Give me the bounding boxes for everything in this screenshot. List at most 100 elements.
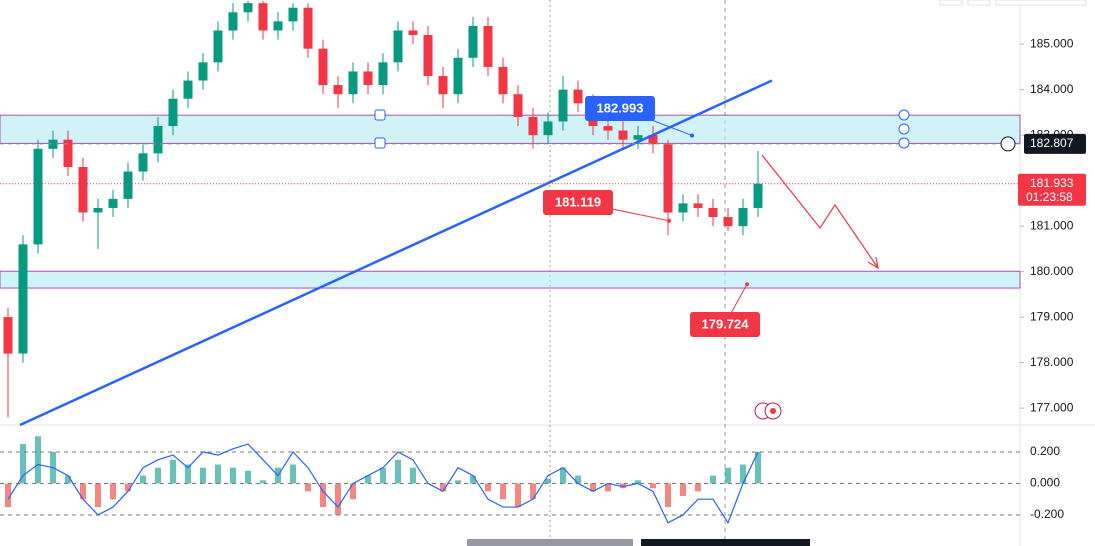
candle-body (618, 130, 628, 140)
zone-handle (374, 137, 386, 149)
candle-body (273, 21, 283, 31)
histogram-bar (5, 483, 11, 508)
candle-body (78, 166, 88, 213)
label-anchor (690, 133, 694, 138)
histogram-bar (65, 475, 71, 484)
histogram-bar (590, 483, 596, 492)
histogram-bar (680, 483, 686, 497)
candle-body (243, 3, 253, 13)
histogram-bar (455, 480, 461, 484)
candle-body (153, 126, 163, 154)
candle-body (393, 30, 403, 63)
price-label: 181.119 (555, 194, 601, 209)
candle-body (543, 121, 553, 136)
candle-body (723, 217, 733, 227)
candle-body (483, 25, 493, 67)
histogram-bar (260, 480, 266, 484)
price-label-box (690, 312, 760, 337)
candle-body (708, 207, 718, 218)
histogram-bar (125, 483, 131, 492)
candle-body (423, 35, 433, 76)
histogram-bar (365, 475, 371, 484)
label-anchor (667, 218, 671, 223)
histogram-bar (320, 483, 326, 508)
bottom-bar (467, 539, 633, 546)
crosshair-label: 182.807 (1030, 136, 1074, 150)
histogram-bar (470, 475, 476, 484)
histogram-bar (665, 483, 671, 508)
candle-body (573, 89, 583, 104)
candle-body (453, 57, 463, 95)
toolbar-button[interactable] (939, 0, 963, 6)
zone (0, 114, 1021, 144)
candle-body (3, 317, 13, 354)
candle-body (213, 30, 223, 63)
y-tick-label: 184.000 (1030, 82, 1074, 96)
y-tick-label: 0.000 (1030, 476, 1060, 490)
candle-body (603, 126, 613, 131)
zone-handle (898, 123, 910, 135)
histogram-bar (545, 478, 551, 484)
toolbar-button[interactable] (967, 0, 991, 6)
histogram-bar (200, 467, 206, 484)
candle-body (648, 135, 658, 145)
price-label-box (585, 96, 655, 121)
candle-body (438, 75, 448, 95)
projection-arrow (761, 154, 879, 269)
last-price-label: 181.933 (1030, 176, 1074, 190)
trend-line (19, 79, 773, 427)
add-button[interactable] (1000, 136, 1016, 152)
candle-body (18, 244, 28, 354)
y-tick-label: 179.000 (1030, 309, 1074, 323)
zone-handle (898, 137, 910, 149)
candle-body (33, 148, 43, 245)
histogram-bar (290, 464, 296, 484)
y-tick-label: 181.000 (1030, 218, 1074, 232)
toolbar-button[interactable] (995, 0, 1087, 6)
histogram-bar (500, 483, 506, 500)
histogram-bar (110, 483, 116, 500)
candle-body (498, 66, 508, 95)
oscillator-line (7, 443, 759, 525)
candle-body (468, 25, 478, 58)
candle-body (303, 7, 313, 49)
histogram-bar (620, 483, 626, 489)
candle-body (108, 198, 118, 208)
histogram-bar (710, 475, 716, 484)
histogram-bar (20, 444, 26, 484)
candle-body (138, 153, 148, 172)
histogram-bar (740, 464, 746, 484)
y-tick-label: 178.000 (1030, 355, 1074, 369)
candle-body (753, 183, 763, 208)
histogram-bar (95, 483, 101, 508)
y-tick-label: 0.200 (1030, 444, 1060, 458)
price-label-box (543, 190, 613, 215)
histogram-bar (380, 467, 386, 484)
histogram-bar (350, 483, 356, 500)
candle-body (168, 98, 178, 127)
y-tick-label: 177.000 (1030, 400, 1074, 414)
histogram-bar (485, 483, 491, 492)
histogram-bar (410, 467, 416, 484)
candle-body (348, 71, 358, 95)
candle-body (693, 203, 703, 208)
histogram-bar (80, 483, 86, 500)
candle-body (318, 48, 328, 86)
histogram-bar (140, 475, 146, 484)
price-label: 182.993 (597, 100, 644, 115)
histogram-bar (170, 459, 176, 484)
candle-body (63, 139, 73, 167)
zone (0, 270, 1021, 289)
histogram-bar (245, 470, 251, 484)
candle-body (183, 80, 193, 99)
y-tick-label: 180.000 (1030, 264, 1074, 278)
histogram-bar (440, 483, 446, 492)
candle-body (678, 203, 688, 213)
histogram-bar (335, 483, 341, 515)
last-price-box (1018, 173, 1086, 206)
zone-handle (898, 109, 910, 121)
histogram-bar (650, 483, 656, 489)
candle-body (633, 135, 643, 140)
y-tick-label: -0.200 (1030, 507, 1064, 521)
